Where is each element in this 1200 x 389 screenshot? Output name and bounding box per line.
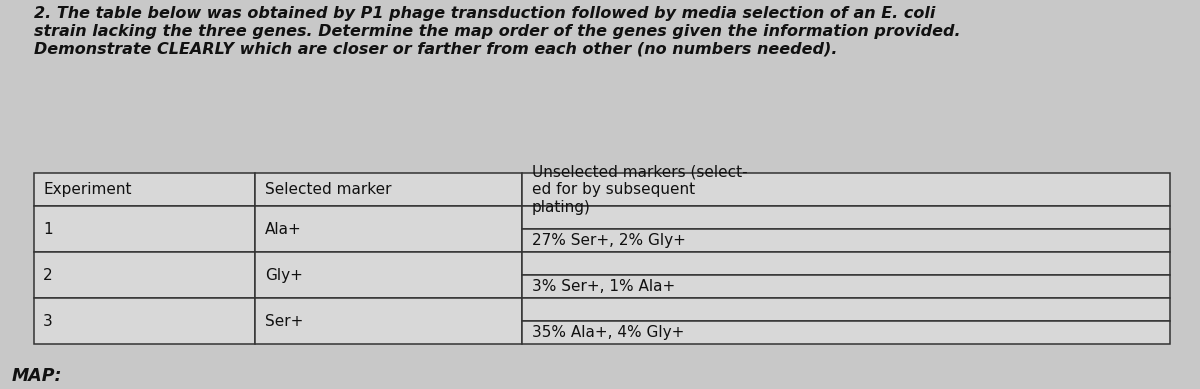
Text: Ala+: Ala+ [265,222,301,237]
Text: 35% Ala+, 4% Gly+: 35% Ala+, 4% Gly+ [532,325,684,340]
Text: 3% Ser+, 1% Ala+: 3% Ser+, 1% Ala+ [532,279,676,294]
Bar [34,298,256,344]
Text: 2. The table below was obtained by P1 phage transduction followed by media selec: 2. The table below was obtained by P1 ph… [34,6,960,57]
Text: 3: 3 [43,314,53,329]
Bar [34,207,256,252]
Bar [256,252,522,298]
Bar [256,298,522,344]
Text: 2: 2 [43,268,53,283]
Text: 1: 1 [43,222,53,237]
Text: Unselected markers (select-
ed for by subsequent
plating): Unselected markers (select- ed for by su… [532,164,748,215]
Bar [256,207,522,252]
Bar [522,207,1170,230]
Text: 27% Ser+, 2% Gly+: 27% Ser+, 2% Gly+ [532,233,685,249]
Bar [522,230,1170,252]
Bar [522,173,1170,207]
Text: Selected marker: Selected marker [265,182,391,197]
Bar [522,252,1170,275]
Bar [522,321,1170,344]
Bar [34,173,256,207]
Bar [522,275,1170,298]
Bar [34,252,256,298]
Text: Ser+: Ser+ [265,314,304,329]
Text: Experiment: Experiment [43,182,132,197]
Text: Gly+: Gly+ [265,268,302,283]
Text: MAP:: MAP: [12,367,62,385]
Bar [522,298,1170,321]
Bar [256,173,522,207]
